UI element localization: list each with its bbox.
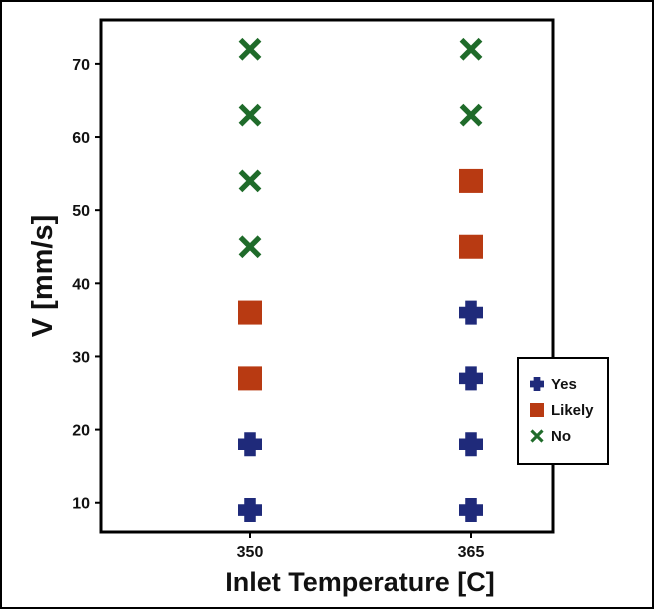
x-axis-title: Inlet Temperature [C] xyxy=(225,567,495,597)
y-tick-label: 70 xyxy=(72,57,90,74)
data-point-no xyxy=(459,37,483,61)
y-axis: 10 20 30 40 50 60 70 xyxy=(72,57,101,513)
y-tick-label: 40 xyxy=(72,276,90,293)
legend-label-no: No xyxy=(551,428,571,445)
data-point-yes xyxy=(238,498,262,523)
data-point-yes xyxy=(459,366,483,391)
y-axis-title: V [mm/s] xyxy=(27,215,59,337)
legend-label-yes: Yes xyxy=(551,376,577,393)
data-point-no xyxy=(459,103,483,127)
y-tick-label: 60 xyxy=(72,130,90,147)
data-point-yes xyxy=(238,432,262,457)
data-point-no xyxy=(238,103,262,127)
data-point-yes xyxy=(459,498,483,523)
y-tick-label: 20 xyxy=(72,423,90,440)
y-tick-label: 10 xyxy=(72,496,90,513)
y-tick-label: 30 xyxy=(72,349,90,366)
data-markers xyxy=(238,37,483,523)
data-point-likely xyxy=(459,234,483,259)
data-point-likely xyxy=(238,366,262,391)
y-tick-label: 50 xyxy=(72,203,90,220)
x-tick-label: 350 xyxy=(237,544,264,561)
data-point-yes xyxy=(459,300,483,325)
data-point-no xyxy=(238,235,262,259)
plot-area xyxy=(99,18,555,534)
legend-marker-no xyxy=(530,429,544,443)
data-point-yes xyxy=(459,432,483,457)
legend-label-likely: Likely xyxy=(551,402,594,419)
x-axis: 350 365 xyxy=(237,532,485,561)
data-point-no xyxy=(238,37,262,61)
data-point-likely xyxy=(459,168,483,193)
legend: Yes Likely No xyxy=(517,357,609,465)
data-point-no xyxy=(238,169,262,193)
data-point-likely xyxy=(238,300,262,325)
legend-marker-yes xyxy=(530,377,544,391)
legend-marker-likely xyxy=(530,403,544,417)
x-tick-label: 365 xyxy=(458,544,485,561)
